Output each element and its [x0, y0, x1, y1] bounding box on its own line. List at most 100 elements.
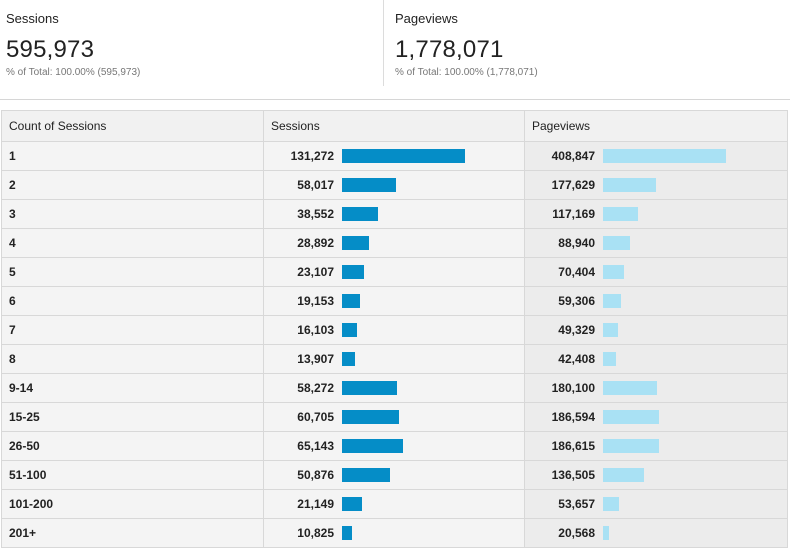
- column-header-count-of-sessions[interactable]: Count of Sessions: [1, 110, 264, 142]
- pageviews-cell: 49,329: [524, 315, 788, 345]
- pageviews-value: 177,629: [551, 178, 595, 192]
- sessions-value: 60,705: [297, 410, 334, 424]
- pageviews-value: 186,615: [551, 439, 595, 453]
- cell-count-of-sessions: 15-25: [1, 402, 264, 432]
- report-table: Count of Sessions Sessions Pageviews 1 13…: [1, 110, 788, 548]
- table-row: 201+ 10,825 20,568: [1, 518, 788, 548]
- pageviews-value: 20,568: [558, 526, 595, 540]
- sessions-value: 50,876: [297, 468, 334, 482]
- pageviews-scorecard[interactable]: Pageviews 1,778,071 % of Total: 100.00% …: [383, 0, 790, 86]
- sessions-value: 28,892: [297, 236, 334, 250]
- sessions-bar: [342, 381, 397, 395]
- sessions-bar: [342, 323, 357, 337]
- sessions-value: 21,149: [297, 497, 334, 511]
- sessions-bar: [342, 207, 378, 221]
- table-row: 51-100 50,876 136,505: [1, 460, 788, 490]
- sessions-cell: 10,825: [263, 518, 525, 548]
- sessions-cell: 19,153: [263, 286, 525, 316]
- sessions-scorecard[interactable]: Sessions 595,973 % of Total: 100.00% (59…: [0, 0, 382, 86]
- table-row: 3 38,552 117,169: [1, 199, 788, 229]
- scorecards: Sessions 595,973 % of Total: 100.00% (59…: [0, 0, 790, 100]
- pageviews-value: 42,408: [558, 352, 595, 366]
- sessions-cell: 65,143: [263, 431, 525, 461]
- pageviews-bar: [603, 352, 616, 366]
- pageviews-bar: [603, 178, 656, 192]
- table-row: 101-200 21,149 53,657: [1, 489, 788, 519]
- pageviews-bar: [603, 294, 621, 308]
- cell-count-of-sessions: 101-200: [1, 489, 264, 519]
- sessions-bar: [342, 410, 399, 424]
- table-row: 7 16,103 49,329: [1, 315, 788, 345]
- sessions-cell: 16,103: [263, 315, 525, 345]
- sessions-bar: [342, 526, 352, 540]
- table-row: 9-14 58,272 180,100: [1, 373, 788, 403]
- sessions-bar: [342, 265, 364, 279]
- pageviews-bar: [603, 265, 624, 279]
- pageviews-cell: 177,629: [524, 170, 788, 200]
- pageviews-bar: [603, 497, 619, 511]
- sessions-value: 58,017: [297, 178, 334, 192]
- sessions-value: 58,272: [297, 381, 334, 395]
- pageviews-cell: 186,615: [524, 431, 788, 461]
- sessions-cell: 21,149: [263, 489, 525, 519]
- column-header-sessions[interactable]: Sessions: [263, 110, 525, 142]
- table-row: 5 23,107 70,404: [1, 257, 788, 287]
- cell-count-of-sessions: 6: [1, 286, 264, 316]
- pageviews-bar: [603, 381, 657, 395]
- pageviews-value: 186,594: [551, 410, 595, 424]
- sessions-bar: [342, 497, 362, 511]
- sessions-cell: 28,892: [263, 228, 525, 258]
- cell-count-of-sessions: 7: [1, 315, 264, 345]
- scorecard-percent-of-total: % of Total: 100.00% (1,778,071): [395, 67, 538, 78]
- pageviews-value: 408,847: [551, 149, 595, 163]
- pageviews-cell: 70,404: [524, 257, 788, 287]
- pageviews-bar: [603, 323, 618, 337]
- cell-count-of-sessions: 9-14: [1, 373, 264, 403]
- scorecard-percent-of-total: % of Total: 100.00% (595,973): [6, 67, 141, 78]
- pageviews-value: 59,306: [558, 294, 595, 308]
- pageviews-cell: 53,657: [524, 489, 788, 519]
- pageviews-cell: 88,940: [524, 228, 788, 258]
- pageviews-cell: 42,408: [524, 344, 788, 374]
- table-row: 6 19,153 59,306: [1, 286, 788, 316]
- table-row: 8 13,907 42,408: [1, 344, 788, 374]
- sessions-value: 38,552: [297, 207, 334, 221]
- sessions-bar: [342, 294, 360, 308]
- sessions-value: 23,107: [297, 265, 334, 279]
- sessions-value: 19,153: [297, 294, 334, 308]
- table-row: 1 131,272 408,847: [1, 141, 788, 171]
- sessions-cell: 38,552: [263, 199, 525, 229]
- sessions-cell: 131,272: [263, 141, 525, 171]
- cell-count-of-sessions: 5: [1, 257, 264, 287]
- pageviews-bar: [603, 207, 638, 221]
- pageviews-cell: 180,100: [524, 373, 788, 403]
- scorecard-value: 595,973: [6, 36, 95, 63]
- pageviews-bar: [603, 439, 659, 453]
- pageviews-bar: [603, 410, 659, 424]
- sessions-bar: [342, 236, 369, 250]
- sessions-value: 131,272: [290, 149, 334, 163]
- sessions-bar: [342, 352, 355, 366]
- pageviews-value: 180,100: [551, 381, 595, 395]
- sessions-cell: 58,272: [263, 373, 525, 403]
- pageviews-value: 117,169: [552, 207, 595, 221]
- cell-count-of-sessions: 51-100: [1, 460, 264, 490]
- table-row: 15-25 60,705 186,594: [1, 402, 788, 432]
- pageviews-cell: 59,306: [524, 286, 788, 316]
- pageviews-bar: [603, 236, 630, 250]
- pageviews-cell: 136,505: [524, 460, 788, 490]
- divider: [0, 99, 790, 100]
- pageviews-value: 70,404: [558, 265, 595, 279]
- sessions-cell: 58,017: [263, 170, 525, 200]
- cell-count-of-sessions: 26-50: [1, 431, 264, 461]
- sessions-value: 10,825: [297, 526, 334, 540]
- pageviews-value: 53,657: [558, 497, 595, 511]
- scorecard-label: Pageviews: [395, 11, 458, 26]
- table-row: 26-50 65,143 186,615: [1, 431, 788, 461]
- column-header-pageviews[interactable]: Pageviews: [524, 110, 788, 142]
- cell-count-of-sessions: 201+: [1, 518, 264, 548]
- pageviews-cell: 20,568: [524, 518, 788, 548]
- sessions-cell: 50,876: [263, 460, 525, 490]
- table-row: 2 58,017 177,629: [1, 170, 788, 200]
- sessions-cell: 60,705: [263, 402, 525, 432]
